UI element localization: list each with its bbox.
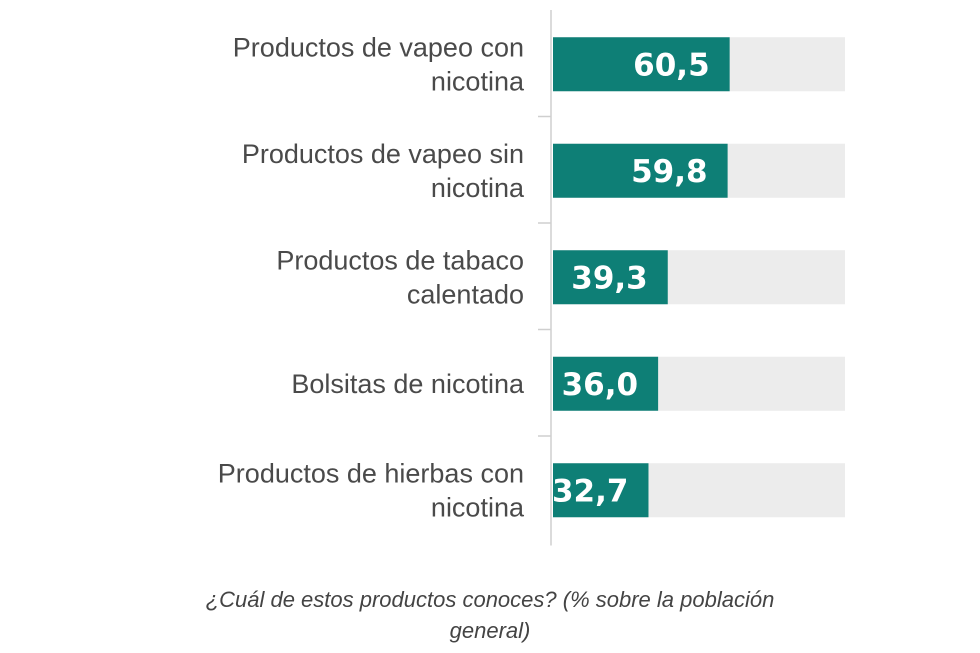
bar — [553, 37, 730, 92]
bar-value-label: 60,5 — [633, 47, 710, 83]
category-label: nicotina — [431, 66, 525, 96]
bar-value-label: 59,8 — [631, 154, 708, 190]
chart-caption: ¿Cuál de estos productos conoces? (% sob… — [205, 587, 775, 643]
category-label: nicotina — [431, 492, 525, 522]
category-label: Bolsitas de nicotina — [291, 369, 525, 399]
category-label: nicotina — [431, 173, 525, 203]
bar-value-label: 32,7 — [552, 473, 629, 509]
bar-value-label: 39,3 — [571, 260, 648, 296]
bar-value-label: 36,0 — [562, 367, 639, 403]
category-label: calentado — [407, 279, 524, 309]
bar — [553, 356, 659, 411]
bar — [553, 463, 649, 518]
category-label: Productos de vapeo con — [233, 32, 524, 62]
bar — [553, 143, 728, 198]
bar-chart: 60,5 Productos de vapeo con nicotina 59,8 Pr… — [218, 10, 845, 546]
bar — [553, 250, 668, 305]
category-label: Productos de vapeo sin — [242, 139, 524, 169]
category-label: Productos de hierbas con — [218, 458, 524, 488]
category-label: Productos de tabaco — [276, 245, 524, 275]
